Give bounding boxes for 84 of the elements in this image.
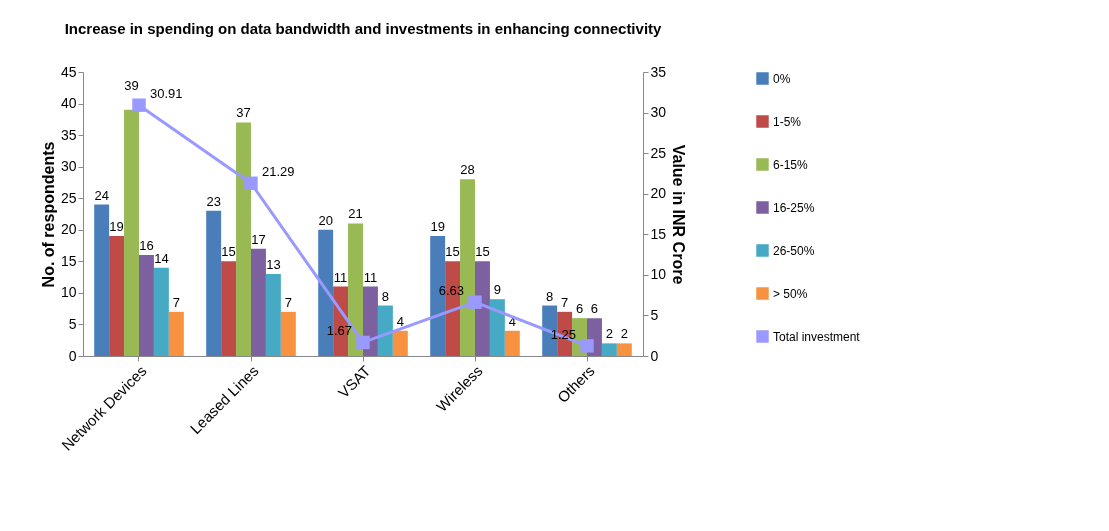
data-label: 19	[109, 219, 124, 235]
legend-label: 26-50%	[773, 243, 815, 258]
y2-axis-title: Value in INR Crore	[670, 144, 688, 285]
y-axis-title: No. of respondents	[39, 141, 57, 288]
bar	[153, 267, 169, 356]
data-label: 21.29	[262, 164, 295, 180]
bar	[251, 248, 266, 356]
data-label: 6	[590, 301, 599, 317]
data-label: 24	[94, 187, 109, 203]
bar	[475, 261, 490, 356]
y2-tick-label: 0	[650, 347, 659, 364]
data-label: 13	[266, 256, 281, 272]
bar	[392, 330, 408, 356]
data-label: 28	[460, 162, 475, 178]
data-label: 23	[206, 193, 221, 209]
data-label: 11	[363, 269, 378, 285]
data-label: 8	[381, 288, 390, 304]
bar	[236, 122, 251, 356]
data-label: 20	[318, 212, 333, 228]
y-tick-label: 45	[60, 63, 77, 80]
y2-tick-label: 25	[650, 144, 667, 161]
data-label: 21	[348, 206, 363, 222]
y-tick-label: 40	[60, 95, 77, 112]
data-label: 2	[605, 326, 614, 342]
data-label: 15	[445, 244, 460, 260]
bar	[221, 261, 237, 356]
point	[356, 335, 370, 350]
y-tick-label: 20	[60, 221, 77, 238]
data-label: 14	[154, 250, 169, 266]
bar	[377, 305, 393, 356]
bar	[109, 236, 125, 356]
y2-tick-label: 5	[650, 306, 659, 323]
y2-tick-label: 30	[650, 104, 667, 121]
legend-label: 16-25%	[773, 200, 815, 215]
legend-label: 0%	[773, 71, 791, 86]
y2-tick-label: 15	[650, 225, 667, 242]
legend-label: 6-15%	[773, 157, 809, 172]
legend-label: 1-5%	[773, 114, 802, 129]
y-tick-label: 10	[60, 284, 77, 301]
bar	[168, 311, 184, 356]
data-label: 19	[430, 219, 445, 235]
chart-title: Increase in spending on data bandwidth and investments in enhancing connectivity	[64, 20, 663, 37]
y-tick-label: 35	[60, 126, 77, 143]
data-label: 37	[236, 105, 251, 121]
y2-tick-label: 35	[650, 63, 667, 80]
y-tick-label: 0	[68, 347, 77, 364]
y-tick-label: 30	[60, 158, 77, 175]
data-label: 15	[475, 244, 490, 260]
bar	[124, 109, 139, 356]
point	[468, 295, 482, 309]
legend-label: > 50%	[773, 286, 808, 301]
data-label: 4	[396, 313, 404, 329]
data-label: 30.91	[150, 86, 183, 102]
bar	[139, 255, 154, 356]
point	[580, 339, 594, 353]
data-label: 7	[284, 294, 292, 310]
data-label: 17	[251, 231, 266, 247]
y-tick-label: 5	[68, 315, 77, 332]
data-label: 7	[560, 294, 569, 310]
bar	[616, 343, 632, 356]
data-label: 9	[493, 282, 502, 298]
bar	[489, 299, 505, 356]
bar	[601, 343, 617, 356]
point	[132, 98, 146, 112]
bar	[206, 210, 222, 356]
data-label: 15	[221, 244, 236, 260]
data-label: 2	[620, 326, 628, 342]
y-tick-label: 25	[60, 189, 77, 206]
y-tick-label: 15	[60, 252, 77, 269]
point	[244, 176, 258, 190]
data-label: 6	[575, 301, 584, 317]
data-label: 7	[172, 294, 180, 310]
legend-label: Total investment	[773, 329, 861, 344]
bar	[94, 204, 110, 356]
data-label: 4	[508, 313, 516, 329]
bar	[280, 311, 296, 356]
y2-tick-label: 10	[650, 266, 667, 283]
y2-tick-label: 20	[650, 185, 667, 202]
bar	[265, 273, 281, 356]
data-label: 16	[139, 238, 154, 254]
data-label: 11	[333, 269, 348, 285]
data-label: 8	[546, 288, 554, 304]
data-label: 39	[124, 77, 139, 93]
bar	[504, 330, 520, 356]
